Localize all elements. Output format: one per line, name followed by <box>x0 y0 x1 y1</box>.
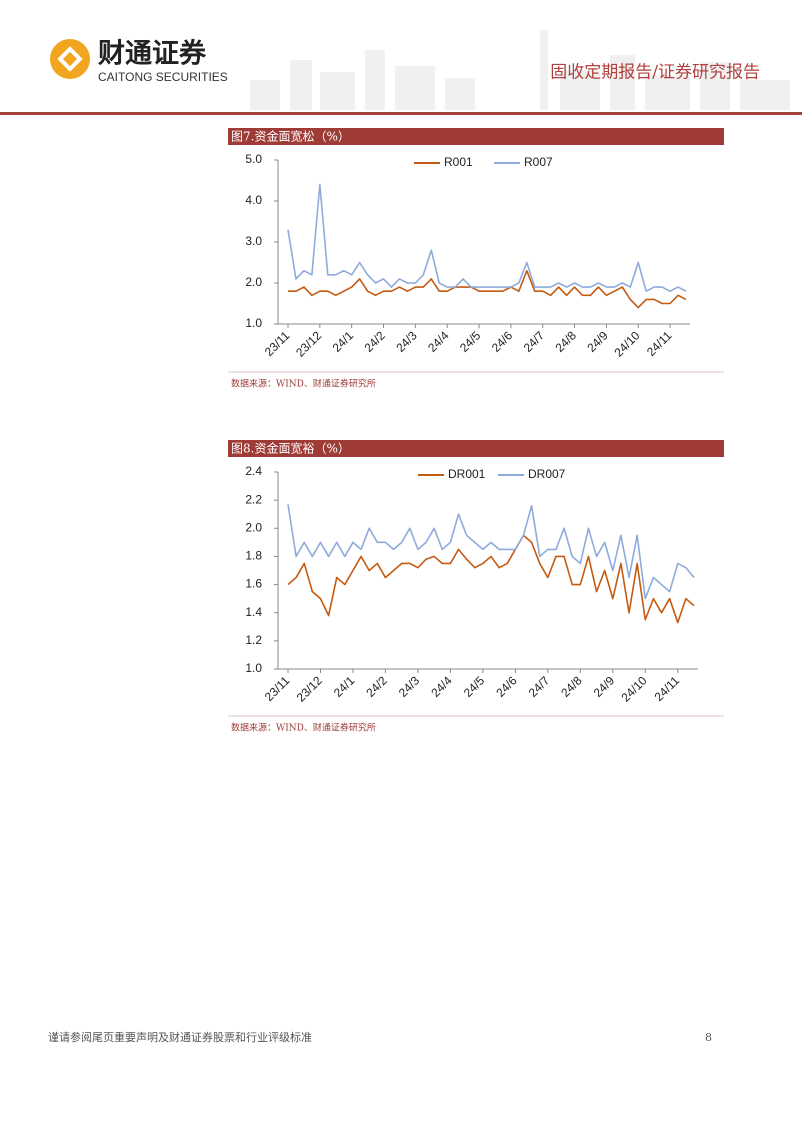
x-tick-label: 24/3 <box>393 328 420 355</box>
charts: 图7.资金面宽松（%）1.02.03.04.05.023/11 23/12 24/1… <box>228 128 724 734</box>
y-tick-label: 4.0 <box>245 193 262 207</box>
chart-title: 图8.资金面宽裕（%） <box>231 441 350 456</box>
y-tick-label: 2.4 <box>245 464 262 478</box>
x-tick-label: 24/4 <box>425 328 452 355</box>
x-tick-label: 24/4 <box>428 673 455 700</box>
y-tick-label: 1.0 <box>245 661 262 675</box>
footer-disclaimer: 谨请参阅尾页重要声明及财通证券股票和行业评级标准 <box>48 1030 312 1044</box>
header-rule <box>0 112 802 115</box>
y-tick-label: 3.0 <box>245 234 262 248</box>
y-tick-label: 1.6 <box>245 577 262 591</box>
x-tick-label: 24/1 <box>331 673 358 700</box>
x-tick-label: 23/11 <box>262 673 293 704</box>
x-tick-label: 24/1 <box>330 328 357 355</box>
x-tick-label: 24/7 <box>521 328 548 355</box>
x-tick-label: 24/11 <box>652 673 683 704</box>
x-tick-label: 24/11 <box>644 328 675 359</box>
x-tick-label: 24/10 <box>611 328 642 359</box>
page-number: 8 <box>705 1031 712 1044</box>
chart-source: 数据来源：WIND、财通证券研究所 <box>231 378 376 390</box>
x-tick-label: 24/9 <box>591 673 618 700</box>
chart-title: 图7.资金面宽松（%） <box>231 129 350 144</box>
x-tick-label: 24/7 <box>526 673 553 700</box>
chart-source: 数据来源：WIND、财通证券研究所 <box>231 722 376 734</box>
data-line <box>288 269 687 309</box>
x-tick-label: 24/2 <box>363 673 390 700</box>
y-tick-label: 1.0 <box>245 316 262 330</box>
y-tick-label: 5.0 <box>245 152 262 166</box>
x-tick-label: 23/11 <box>262 328 293 359</box>
data-line <box>287 534 695 624</box>
x-tick-label: 24/8 <box>553 328 580 355</box>
x-tick-label: 24/5 <box>457 328 484 355</box>
x-tick-label: 24/6 <box>489 328 516 355</box>
y-tick-label: 2.0 <box>245 520 262 534</box>
x-tick-label: 24/2 <box>361 328 388 355</box>
y-tick-label: 2.2 <box>245 492 262 506</box>
brand-name: 财通证券 <box>98 38 207 70</box>
logo <box>50 39 90 79</box>
legend-label: DR007 <box>528 467 566 481</box>
x-tick-label: 24/6 <box>493 673 520 700</box>
chart-title-bar <box>228 440 724 457</box>
y-tick-label: 1.2 <box>245 633 262 647</box>
legend-label: R001 <box>444 155 473 169</box>
x-tick-label: 23/12 <box>294 673 325 704</box>
y-tick-label: 2.0 <box>245 275 262 289</box>
report-type: 固收定期报告/证券研究报告 <box>550 63 760 83</box>
x-tick-label: 23/12 <box>293 328 324 359</box>
legend-label: R007 <box>524 155 553 169</box>
x-tick-label: 24/3 <box>396 673 423 700</box>
header-skyline <box>250 30 790 110</box>
x-tick-label: 24/5 <box>461 673 488 700</box>
y-tick-label: 1.4 <box>245 605 262 619</box>
x-tick-label: 24/9 <box>584 328 611 355</box>
brand-name-en: CAITONG SECURITIES <box>98 70 228 84</box>
x-tick-label: 24/8 <box>558 673 585 700</box>
chart-title-bar <box>228 128 724 145</box>
y-tick-label: 1.8 <box>245 549 262 563</box>
x-tick-label: 24/10 <box>619 673 650 704</box>
data-line <box>287 183 687 292</box>
legend-label: DR001 <box>448 467 486 481</box>
data-line <box>287 504 695 600</box>
